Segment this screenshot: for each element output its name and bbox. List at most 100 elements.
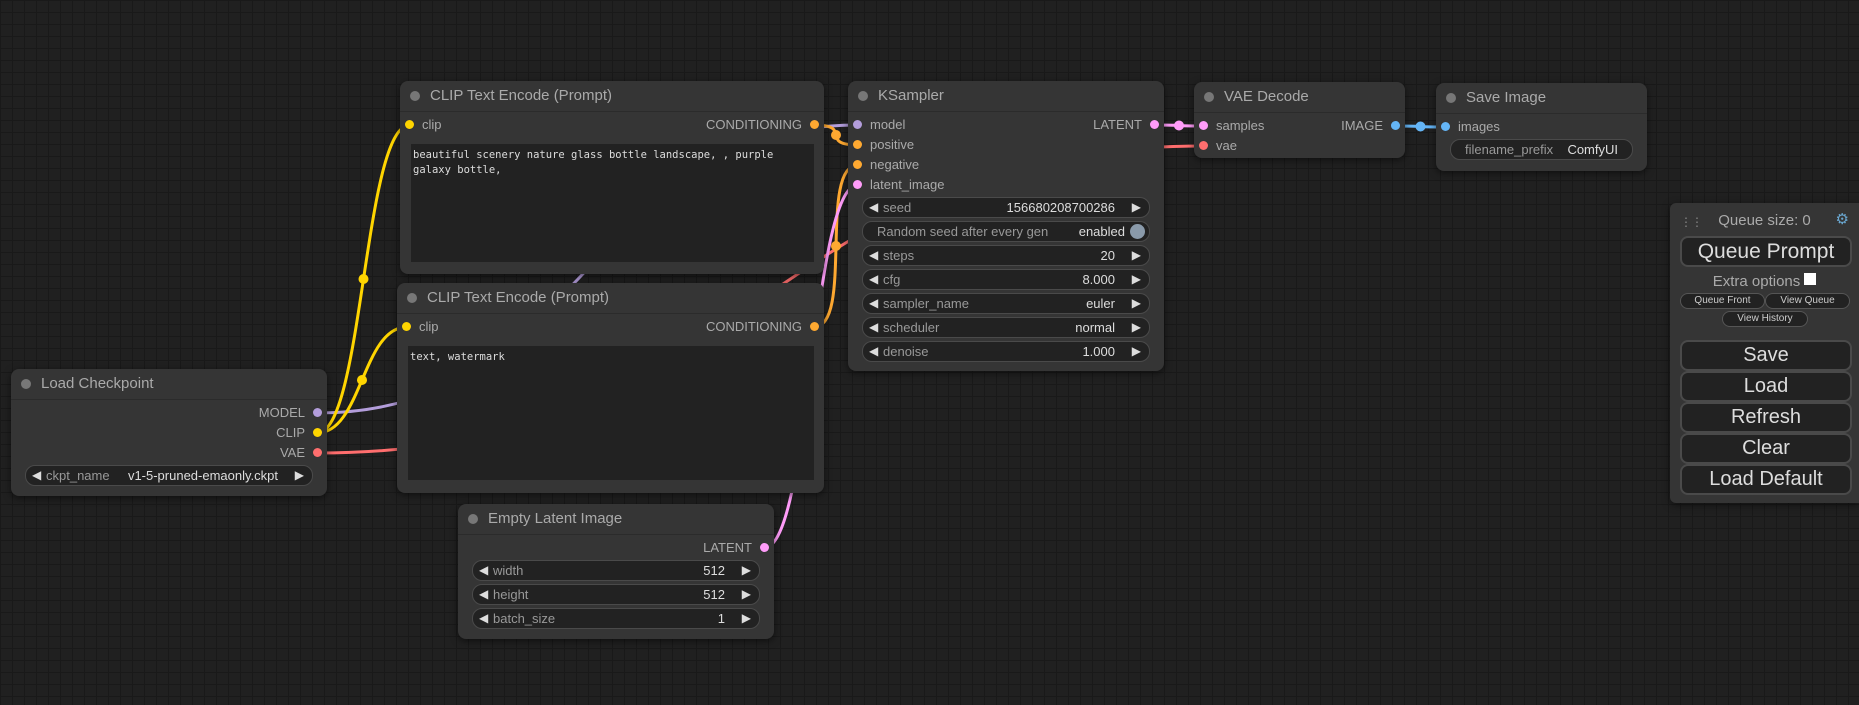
decrement-arrow-icon[interactable]: ◀ <box>869 296 879 310</box>
load-default-button[interactable]: Load Default <box>1680 464 1852 495</box>
widget-random-seed-after-every-gen[interactable]: Random seed after every gen enabled <box>862 221 1150 242</box>
gear-icon[interactable]: ⚙ <box>1835 211 1849 228</box>
clip-text-encode-negative-node[interactable]: CLIP Text Encode (Prompt) clip CONDITIONIN… <box>397 283 824 493</box>
output-slot-conditioning[interactable]: CONDITIONING <box>706 317 819 337</box>
collapse-dot-icon[interactable] <box>410 91 420 101</box>
output-slot-conditioning[interactable]: CONDITIONING <box>706 115 819 135</box>
drag-handle-icon[interactable]: ⋮⋮ <box>1680 215 1703 229</box>
node-title[interactable]: VAE Decode <box>1194 82 1405 113</box>
node-title[interactable]: Save Image <box>1436 83 1647 114</box>
input-slot-positive[interactable]: positive <box>853 135 914 155</box>
output-slot-vae[interactable]: VAE <box>280 443 322 463</box>
empty-latent-image-node[interactable]: Empty Latent Image LATENT ◀ width 512 ▶ ◀ heigh… <box>458 504 774 639</box>
queue-prompt-button[interactable]: Queue Prompt <box>1680 236 1852 267</box>
input-slot-images[interactable]: images <box>1441 117 1500 137</box>
input-slot-clip[interactable]: clip <box>405 115 442 135</box>
widget-sampler-name[interactable]: ◀ sampler_name euler ▶ <box>862 293 1150 314</box>
collapse-dot-icon[interactable] <box>407 293 417 303</box>
increment-arrow-icon[interactable]: ▶ <box>1131 272 1141 286</box>
input-slot-model[interactable]: model <box>853 115 905 135</box>
wire-midpoint-icon[interactable] <box>831 241 841 251</box>
prompt-textarea[interactable]: beautiful scenery nature glass bottle la… <box>411 144 814 262</box>
increment-arrow-icon[interactable]: ▶ <box>294 468 304 482</box>
wire-midpoint-icon[interactable] <box>1174 120 1184 131</box>
widget-cfg[interactable]: ◀ cfg 8.000 ▶ <box>862 269 1150 290</box>
slot-dot-icon[interactable] <box>853 120 862 129</box>
save-image-node[interactable]: Save Image images filename_prefix ComfyUI <box>1436 83 1647 171</box>
increment-arrow-icon[interactable]: ▶ <box>1131 248 1141 262</box>
wire-midpoint-icon[interactable] <box>831 130 841 140</box>
wire-midpoint-icon[interactable] <box>357 375 367 385</box>
extra-options-checkbox[interactable] <box>1804 273 1817 285</box>
widget-width[interactable]: ◀ width 512 ▶ <box>472 560 760 581</box>
ksampler-node[interactable]: KSampler model positive negative latent_imag… <box>848 81 1164 371</box>
decrement-arrow-icon[interactable]: ◀ <box>869 200 879 214</box>
input-slot-samples[interactable]: samples <box>1199 116 1264 136</box>
output-slot-image[interactable]: IMAGE <box>1341 116 1400 136</box>
decrement-arrow-icon[interactable]: ◀ <box>32 468 42 482</box>
input-slot-clip[interactable]: clip <box>402 317 439 337</box>
slot-dot-icon[interactable] <box>313 448 322 457</box>
widget-denoise[interactable]: ◀ denoise 1.000 ▶ <box>862 341 1150 362</box>
node-title[interactable]: KSampler <box>848 81 1164 112</box>
slot-dot-icon[interactable] <box>1441 122 1450 131</box>
load-button[interactable]: Load <box>1680 371 1852 402</box>
increment-arrow-icon[interactable]: ▶ <box>741 563 751 577</box>
node-title[interactable]: Empty Latent Image <box>458 504 774 535</box>
clear-button[interactable]: Clear <box>1680 433 1852 464</box>
output-slot-latent[interactable]: LATENT <box>1093 115 1159 135</box>
slot-dot-icon[interactable] <box>810 322 819 331</box>
widget-scheduler[interactable]: ◀ scheduler normal ▶ <box>862 317 1150 338</box>
decrement-arrow-icon[interactable]: ◀ <box>869 248 879 262</box>
input-slot-vae[interactable]: vae <box>1199 136 1237 156</box>
slot-dot-icon[interactable] <box>313 408 322 417</box>
increment-arrow-icon[interactable]: ▶ <box>741 587 751 601</box>
slot-dot-icon[interactable] <box>1199 121 1208 130</box>
toggle-knob-icon[interactable] <box>1130 224 1145 239</box>
queue-front-button[interactable]: Queue Front <box>1680 293 1765 309</box>
node-title[interactable]: Load Checkpoint <box>11 369 327 400</box>
output-slot-clip[interactable]: CLIP <box>276 423 322 443</box>
decrement-arrow-icon[interactable]: ◀ <box>869 272 879 286</box>
wire-midpoint-icon[interactable] <box>1415 121 1426 132</box>
decrement-arrow-icon[interactable]: ◀ <box>869 320 879 334</box>
decrement-arrow-icon[interactable]: ◀ <box>479 611 489 625</box>
load-checkpoint-node[interactable]: Load Checkpoint MODEL CLIP VAE ◀ ckpt_name v1-… <box>11 369 327 496</box>
slot-dot-icon[interactable] <box>1391 121 1400 130</box>
slot-dot-icon[interactable] <box>405 120 414 129</box>
slot-dot-icon[interactable] <box>1199 141 1208 150</box>
increment-arrow-icon[interactable]: ▶ <box>1131 320 1141 334</box>
increment-arrow-icon[interactable]: ▶ <box>1131 200 1141 214</box>
refresh-button[interactable]: Refresh <box>1680 402 1852 433</box>
slot-dot-icon[interactable] <box>402 322 411 331</box>
input-slot-latent-image[interactable]: latent_image <box>853 175 944 195</box>
wire-midpoint-icon[interactable] <box>358 274 369 284</box>
node-title[interactable]: CLIP Text Encode (Prompt) <box>400 81 824 112</box>
increment-arrow-icon[interactable]: ▶ <box>741 611 751 625</box>
collapse-dot-icon[interactable] <box>1446 93 1456 103</box>
collapse-dot-icon[interactable] <box>1204 92 1214 102</box>
decrement-arrow-icon[interactable]: ◀ <box>479 563 489 577</box>
slot-dot-icon[interactable] <box>760 543 769 552</box>
input-slot-negative[interactable]: negative <box>853 155 919 175</box>
save-button[interactable]: Save <box>1680 340 1852 371</box>
slot-dot-icon[interactable] <box>853 180 862 189</box>
widget-seed[interactable]: ◀ seed 156680208700286 ▶ <box>862 197 1150 218</box>
vae-decode-node[interactable]: VAE Decode samples vae IMAGE <box>1194 82 1405 158</box>
increment-arrow-icon[interactable]: ▶ <box>1131 344 1141 358</box>
widget-steps[interactable]: ◀ steps 20 ▶ <box>862 245 1150 266</box>
view-history-button[interactable]: View History <box>1722 311 1808 327</box>
prompt-textarea[interactable]: text, watermark <box>408 346 814 480</box>
output-slot-model[interactable]: MODEL <box>259 403 322 423</box>
slot-dot-icon[interactable] <box>1150 120 1159 129</box>
collapse-dot-icon[interactable] <box>858 91 868 101</box>
widget-batch-size[interactable]: ◀ batch_size 1 ▶ <box>472 608 760 629</box>
node-title[interactable]: CLIP Text Encode (Prompt) <box>397 283 824 314</box>
output-slot-latent[interactable]: LATENT <box>703 538 769 558</box>
clip-text-encode-positive-node[interactable]: CLIP Text Encode (Prompt) clip CONDITIONIN… <box>400 81 824 274</box>
slot-dot-icon[interactable] <box>853 140 862 149</box>
widget-height[interactable]: ◀ height 512 ▶ <box>472 584 760 605</box>
collapse-dot-icon[interactable] <box>21 379 31 389</box>
view-queue-button[interactable]: View Queue <box>1765 293 1850 309</box>
widget-ckpt-name[interactable]: ◀ ckpt_name v1-5-pruned-emaonly.ckpt ▶ <box>25 465 313 486</box>
